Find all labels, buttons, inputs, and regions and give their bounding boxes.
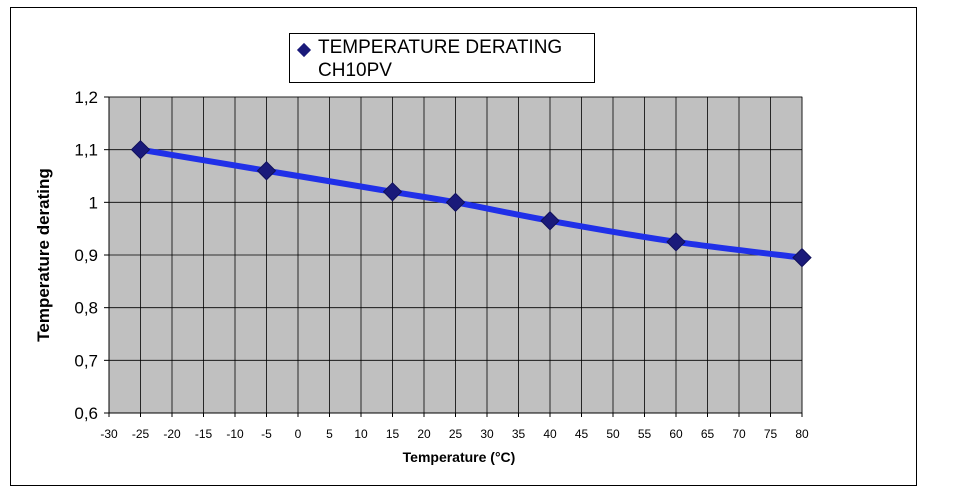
x-tick-label: 40: [543, 427, 557, 441]
x-tick-label: 20: [417, 427, 431, 441]
x-tick-label: 60: [669, 427, 683, 441]
x-tick-label: 25: [449, 427, 463, 441]
x-tick-label: -5: [261, 427, 272, 441]
x-tick-label: 10: [354, 427, 368, 441]
y-tick-label: 1: [89, 193, 98, 212]
data-point-marker: [130, 139, 151, 160]
data-point-marker: [445, 192, 466, 213]
y-tick-label: 0,7: [74, 351, 98, 370]
x-tick-label: 50: [606, 427, 620, 441]
data-point-marker: [256, 161, 277, 181]
data-point-marker: [382, 182, 403, 202]
data-point-marker: [792, 247, 812, 268]
y-tick-label: 1,2: [74, 88, 98, 107]
x-tick-label: 0: [295, 427, 302, 441]
x-tick-label: 45: [575, 427, 589, 441]
data-point-marker: [540, 211, 560, 231]
x-tick-label: -10: [226, 427, 244, 441]
x-axis-title: Temperature (°C): [403, 449, 516, 465]
y-tick-label: 1,1: [74, 141, 98, 160]
y-axis-title: Temperature derating: [34, 168, 53, 342]
x-tick-label: 70: [732, 427, 746, 441]
y-tick-label: 0,6: [74, 404, 98, 423]
x-tick-label: 65: [701, 427, 715, 441]
x-tick-label: -15: [195, 427, 213, 441]
x-tick-label: -30: [100, 427, 118, 441]
grid-lines: [108, 96, 803, 414]
series-layer: [130, 139, 812, 268]
x-tick-label: -20: [163, 427, 181, 441]
x-tick-label: 35: [512, 427, 526, 441]
data-point-marker: [666, 232, 686, 252]
legend-label-line1: TEMPERATURE DERATING: [318, 37, 563, 58]
legend-label-line2: CH10PV: [318, 60, 392, 81]
x-tick-label: 80: [795, 427, 809, 441]
y-tick-label: 0,8: [74, 299, 98, 318]
legend-diamond-marker: [296, 42, 312, 58]
x-tick-label: 15: [386, 427, 400, 441]
legend: TEMPERATURE DERATING CH10PV: [289, 33, 595, 83]
x-tick-label: -25: [132, 427, 150, 441]
x-tick-label: 75: [764, 427, 778, 441]
x-tick-label: 30: [480, 427, 494, 441]
axes: -30 -25 -20 -15 -10 -5 0 5 10 15 20 25 30 35 40 45 50 55 6…: [74, 88, 809, 441]
x-tick-label: 55: [638, 427, 652, 441]
y-tick-label: 0,9: [74, 246, 98, 265]
x-tick-label: 5: [326, 427, 333, 441]
